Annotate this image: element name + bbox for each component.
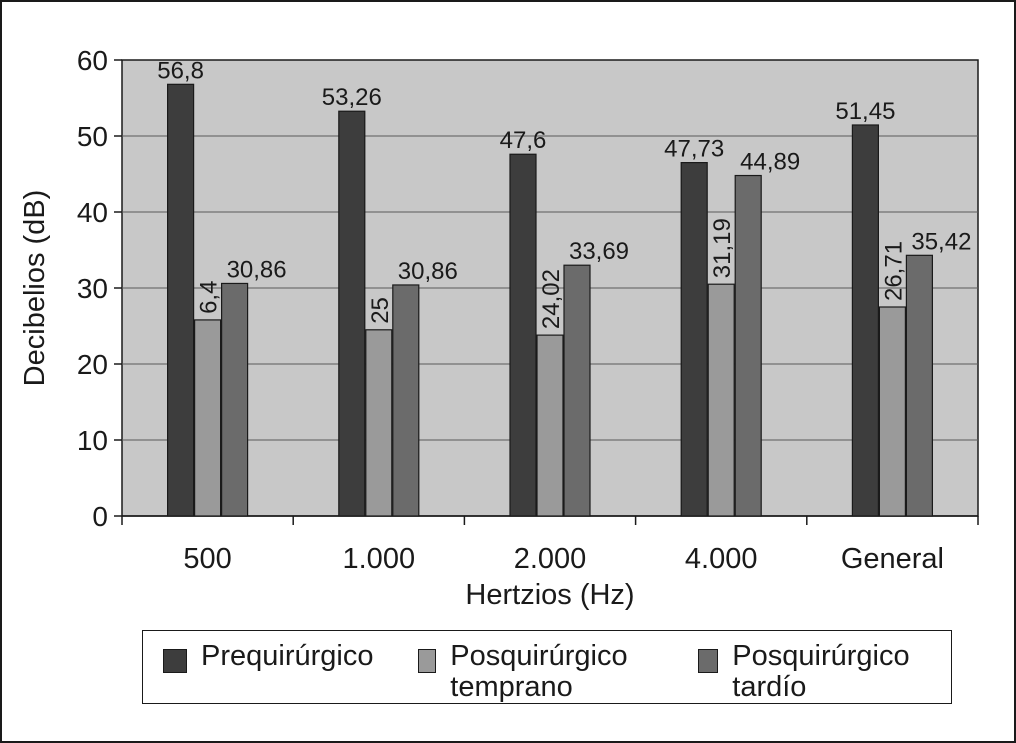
- legend-swatch: [163, 649, 187, 673]
- y-tick-label: 20: [77, 349, 108, 380]
- x-tick-label: 1.000: [343, 543, 416, 575]
- data-label: 33,69: [569, 238, 629, 265]
- data-label: 56,8: [157, 57, 204, 84]
- bar: [338, 110, 366, 517]
- y-tick-label: 60: [77, 45, 108, 76]
- bar: [536, 334, 564, 517]
- x-axis-title: Hertzios (Hz): [465, 579, 634, 611]
- data-label: 53,26: [322, 84, 382, 111]
- bar: [734, 174, 762, 517]
- y-tick-label: 10: [77, 425, 108, 456]
- bar-chart: 0 10 20 30 40 50 60 Decibelios (dB) 500 1.000 2.00…: [19, 45, 979, 611]
- bar: [509, 153, 537, 517]
- legend-label: Posquirúrgico temprano: [450, 640, 628, 703]
- data-label: 51,45: [835, 98, 895, 125]
- legend-swatch: [418, 649, 437, 673]
- bar: [221, 282, 249, 517]
- data-label: 6,4: [196, 281, 223, 314]
- bar: [194, 319, 222, 517]
- legend: Prequirúrgico Posquirúrgico temprano Pos…: [142, 630, 952, 704]
- bar: [365, 329, 393, 517]
- x-tick-label: 2.000: [514, 543, 587, 575]
- bar: [851, 124, 880, 517]
- bar: [563, 264, 591, 517]
- x-tick-label: 500: [183, 543, 231, 575]
- data-label: 47,73: [664, 136, 724, 163]
- y-tick-label: 50: [77, 121, 108, 152]
- bar: [905, 254, 934, 517]
- legend-item-posquirurgico-temprano: Posquirúrgico temprano: [418, 641, 678, 703]
- legend-item-prequirurgico: Prequirúrgico: [163, 641, 373, 673]
- bar: [707, 283, 735, 517]
- legend-item-posquirurgico-tardio: Posquirúrgico tardío: [698, 641, 948, 703]
- data-label: 30,86: [227, 256, 287, 283]
- y-tick-label: 0: [92, 501, 108, 532]
- data-label: 47,6: [500, 127, 547, 154]
- data-label: 35,42: [911, 228, 971, 255]
- bar: [878, 306, 907, 517]
- x-tick-label: 4.000: [685, 543, 758, 575]
- data-label: 25: [367, 297, 394, 324]
- data-label: 30,86: [398, 258, 458, 285]
- legend-label: Posquirúrgico tardío: [732, 640, 910, 703]
- data-label: 26,71: [880, 241, 907, 301]
- data-label: 44,89: [740, 149, 800, 176]
- bar: [680, 162, 708, 517]
- y-axis-title: Decibelios (dB): [19, 190, 51, 387]
- y-tick-label: 40: [77, 197, 108, 228]
- data-label: 24,02: [538, 269, 565, 329]
- y-tick-label: 30: [77, 273, 108, 304]
- legend-label: Prequirúrgico: [201, 640, 374, 672]
- bar: [392, 284, 420, 517]
- legend-swatch: [698, 649, 719, 673]
- data-label: 31,19: [709, 218, 736, 278]
- bar: [167, 83, 195, 517]
- x-tick-label: General: [841, 543, 944, 575]
